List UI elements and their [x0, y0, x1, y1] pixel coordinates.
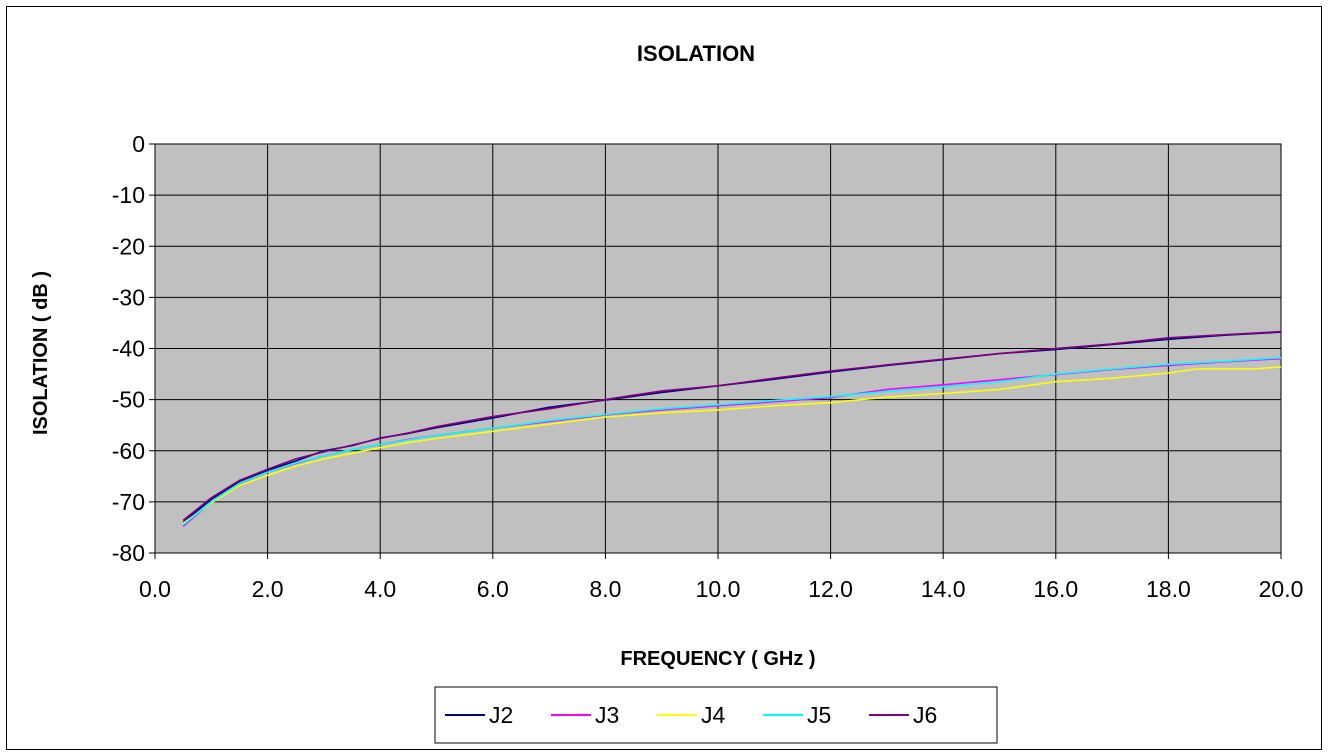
x-tick-label: 4.0: [364, 576, 396, 602]
y-tick-label: -70: [112, 489, 145, 515]
x-tick-label: 8.0: [589, 576, 621, 602]
series-line-j6: [182, 330, 1282, 521]
series-lines: [182, 330, 1282, 528]
x-tick-label: 2.0: [252, 576, 284, 602]
x-tick-label: 10.0: [696, 576, 741, 602]
legend: J2 J3 J4 J5 J6: [434, 686, 998, 744]
series-line-j5: [182, 356, 1282, 526]
x-axis-ticks: 0.0 2.0 4.0 6.0 8.0 10.0 12.0 14.0 16.0 18.0 20.0: [139, 553, 1303, 602]
legend-label-j4: J4: [701, 702, 726, 728]
chart-area: ISOLATION 0 -10 -20 -30 -40 -50 -60 -70 -80 0.0 2…: [6, 6, 1322, 750]
x-axis-title: FREQUENCY ( GHz ): [620, 648, 815, 670]
x-tick-label: 18.0: [1146, 576, 1191, 602]
y-tick-label: 0: [132, 131, 145, 157]
x-tick-label: 14.0: [921, 576, 966, 602]
y-tick-label: -30: [112, 284, 145, 310]
x-tick-label: 6.0: [477, 576, 509, 602]
legend-label-j3: J3: [595, 702, 619, 728]
series-line-j4: [182, 366, 1282, 524]
y-tick-label: -60: [112, 438, 145, 464]
chart-title: ISOLATION: [637, 41, 755, 66]
y-tick-label: -80: [112, 540, 145, 566]
y-tick-label: -20: [112, 233, 145, 259]
x-tick-label: 16.0: [1033, 576, 1078, 602]
y-tick-label: -10: [112, 182, 145, 208]
legend-label-j6: J6: [913, 702, 937, 728]
isolation-chart: ISOLATION 0 -10 -20 -30 -40 -50 -60 -70 -80 0.0 2…: [30, 41, 1303, 744]
y-axis-title: ISOLATION ( dB ): [30, 271, 52, 435]
y-tick-label: -50: [112, 387, 145, 413]
x-tick-label: 12.0: [808, 576, 853, 602]
x-tick-label: 20.0: [1259, 576, 1304, 602]
legend-label-j5: J5: [807, 702, 831, 728]
x-tick-label: 0.0: [139, 576, 171, 602]
legend-label-j2: J2: [489, 702, 513, 728]
y-axis-ticks: 0 -10 -20 -30 -40 -50 -60 -70 -80: [112, 131, 155, 566]
y-tick-label: -40: [112, 336, 145, 362]
